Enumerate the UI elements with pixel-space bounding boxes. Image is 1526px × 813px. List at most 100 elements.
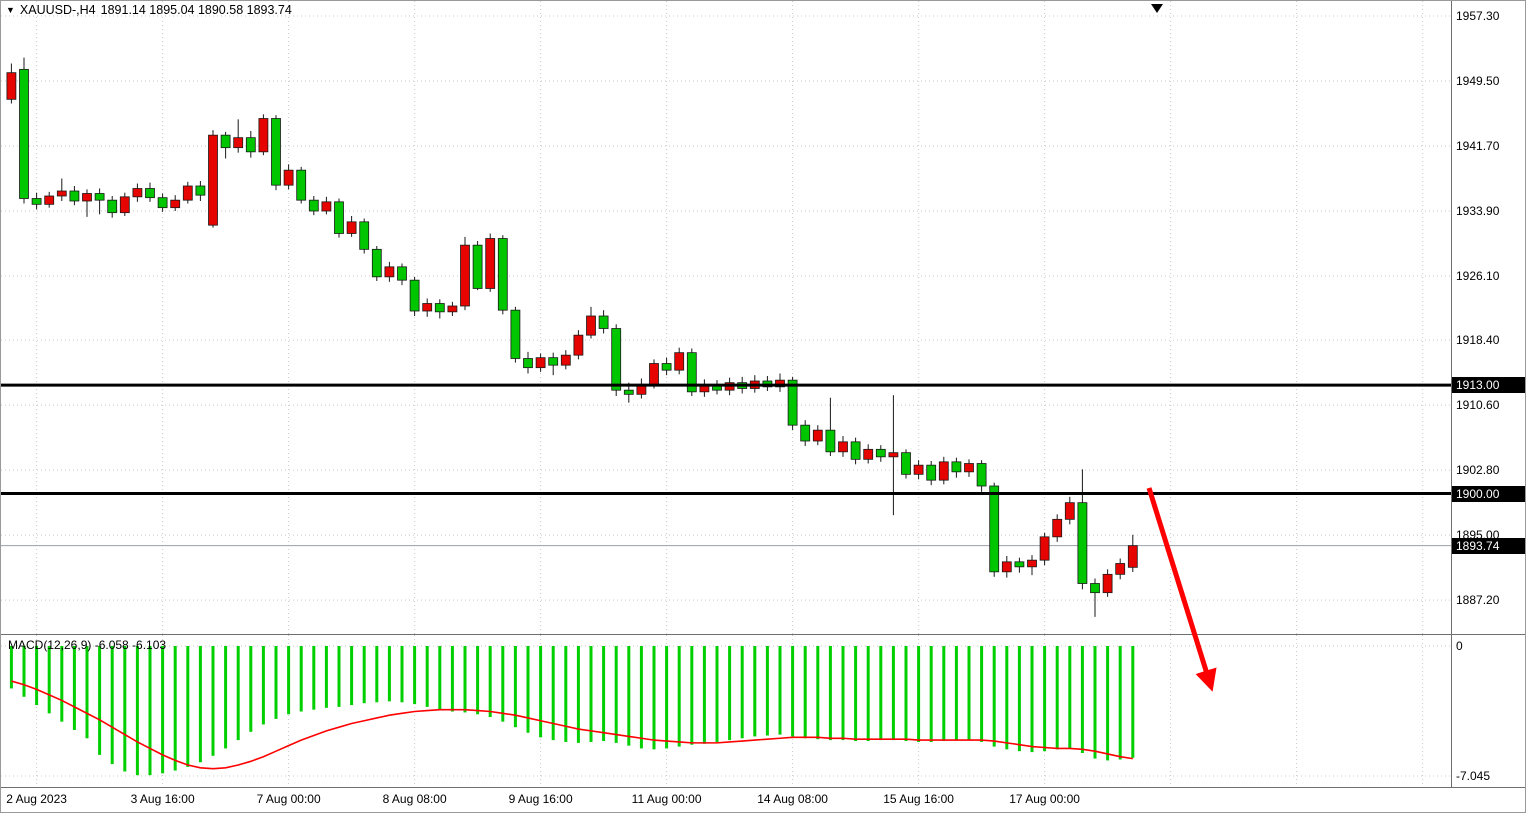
level-price-label: 1900.00 <box>1451 485 1525 502</box>
macd-indicator-label: MACD(12,26,9) -6.058 -6.103 <box>8 638 167 652</box>
candle-body <box>938 461 949 481</box>
macd-histogram-bar <box>287 646 291 715</box>
macd-histogram-bar <box>564 646 568 742</box>
candle-body <box>951 461 962 473</box>
candle-body <box>901 452 911 475</box>
candle-body <box>1115 563 1126 575</box>
candle-body <box>913 464 924 475</box>
candle-body <box>384 266 395 278</box>
candle-body <box>371 248 382 278</box>
macd-histogram-bar <box>917 646 921 742</box>
macd-histogram-bar <box>715 646 719 742</box>
axis-separator <box>1 787 1525 788</box>
macd-histogram-bar <box>753 646 757 737</box>
price-axis[interactable]: 1957.30 1949.50 1941.70 1933.90 1926.10 1918.… <box>1451 1 1525 787</box>
candle-body <box>31 198 42 205</box>
price-tick-label: 1941.70 <box>1456 139 1500 153</box>
macd-axis-label: -7.045 <box>1456 769 1491 783</box>
macd-histogram-bar <box>60 646 64 722</box>
macd-histogram-bar <box>803 646 807 739</box>
macd-histogram-bar <box>791 646 795 737</box>
candle-body <box>56 190 67 197</box>
macd-pane[interactable] <box>1 635 1451 787</box>
macd-histogram-bar <box>161 646 165 774</box>
candle-body <box>888 452 899 458</box>
candle-body <box>1064 502 1075 520</box>
macd-histogram-bar <box>438 646 442 710</box>
candle-body <box>1027 559 1037 568</box>
candle-body <box>321 201 332 212</box>
time-tick-label: 15 Aug 16:00 <box>883 792 954 806</box>
macd-histogram-bar <box>148 646 152 776</box>
macd-histogram-bar <box>362 646 366 704</box>
candle-body <box>560 354 571 366</box>
candle-body <box>964 463 974 473</box>
candle-body <box>875 448 886 458</box>
candle-body <box>649 363 659 385</box>
candle-body <box>132 188 143 198</box>
macd-histogram-bar <box>85 646 89 739</box>
macd-histogram-bar <box>891 646 895 741</box>
candle-body <box>548 357 559 366</box>
candle-body <box>94 193 105 201</box>
macd-histogram-bar <box>816 646 820 740</box>
candle-body <box>409 279 420 312</box>
time-tick-label: 9 Aug 16:00 <box>508 792 573 806</box>
symbol-marker-icon[interactable]: ▼ <box>6 4 15 15</box>
candle-body <box>107 199 118 214</box>
macd-histogram-bar <box>261 646 265 725</box>
candle-body <box>800 424 811 442</box>
macd-histogram-bar <box>1118 646 1122 760</box>
price-chart-pane[interactable] <box>1 1 1451 634</box>
candle-body <box>510 309 521 359</box>
macd-histogram-bar <box>967 646 971 741</box>
level-price-label: 1913.00 <box>1451 377 1525 394</box>
candle-body <box>283 169 294 186</box>
candle-body <box>296 169 307 201</box>
macd-histogram-bar <box>1030 646 1034 753</box>
candle-body <box>523 358 533 369</box>
macd-histogram-bar <box>488 646 492 718</box>
price-tick-label: 1949.50 <box>1456 74 1500 88</box>
pane-separator[interactable] <box>1 634 1525 635</box>
candle-body <box>838 441 848 453</box>
price-tick-label: 1926.10 <box>1456 269 1500 283</box>
macd-histogram-bar <box>299 646 303 712</box>
macd-histogram-bar <box>324 646 328 708</box>
macd-histogram-bar <box>866 646 870 742</box>
macd-histogram-bar <box>904 646 908 742</box>
symbol-period-label: XAUUSD-,H4 <box>19 3 96 17</box>
candle-body <box>926 464 937 481</box>
macd-histogram-bar <box>98 646 102 755</box>
candle-body <box>863 448 874 460</box>
candle-body <box>1090 583 1100 594</box>
candle-body <box>787 379 798 426</box>
candle-body <box>989 485 1000 573</box>
candle-body <box>598 315 609 329</box>
chart-title: ▼ XAUUSD-,H4 1891.14 1895.04 1890.58 189… <box>6 3 292 17</box>
candle-body <box>359 221 370 250</box>
candle-body <box>661 363 672 371</box>
macd-histogram-bar <box>211 646 215 756</box>
time-axis[interactable]: 2 Aug 2023 3 Aug 16:00 7 Aug 00:00 8 Aug 08… <box>1 788 1451 812</box>
candle-body <box>220 134 231 149</box>
macd-histogram-bar <box>690 646 694 745</box>
macd-histogram-bar <box>35 646 39 706</box>
macd-histogram-bar <box>879 646 883 741</box>
candle-body <box>69 190 80 202</box>
macd-histogram-bar <box>224 646 228 749</box>
chart-shift-marker[interactable] <box>1151 4 1163 13</box>
macd-histogram-bar <box>135 646 139 776</box>
candle-body <box>208 134 218 226</box>
candle-body <box>812 429 823 442</box>
macd-histogram-bar <box>854 646 858 742</box>
candle-body <box>686 352 697 393</box>
macd-histogram-bar <box>110 646 114 765</box>
macd-histogram-bar <box>1005 646 1009 750</box>
candle-body <box>497 238 508 311</box>
price-tick-label: 1887.20 <box>1456 593 1500 608</box>
macd-histogram-bar <box>513 646 517 728</box>
candle-body <box>1102 573 1113 594</box>
candle-body <box>19 68 29 199</box>
macd-histogram-bar <box>652 646 656 750</box>
